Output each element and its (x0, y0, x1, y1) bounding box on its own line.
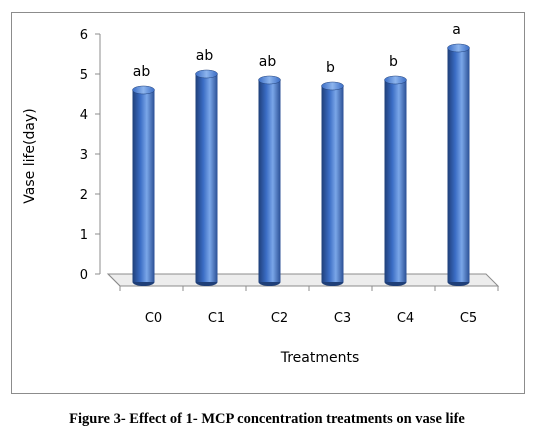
floor-edge (107, 273, 121, 287)
bar-C0 (132, 85, 155, 286)
significance-letter: ab (259, 54, 277, 70)
bar-C2 (258, 75, 281, 286)
y-tick-label: 1 (80, 228, 88, 243)
bar-cap (132, 85, 155, 95)
significance-letter: b (326, 60, 335, 76)
bar-body (447, 48, 470, 282)
y-tick-label: 6 (80, 28, 88, 43)
x-axis-title: Treatments (280, 350, 360, 366)
bar-cap (321, 81, 344, 91)
x-tick-label: C3 (334, 311, 351, 326)
x-tick-label: C1 (208, 311, 225, 326)
bar-body (258, 80, 281, 282)
y-axis-title: Vase life(day) (22, 108, 38, 203)
bar-C1 (195, 69, 218, 286)
significance-letter: b (389, 54, 398, 70)
bar-body (321, 86, 344, 282)
x-tick-label: C4 (397, 311, 414, 326)
significance-letter: ab (196, 48, 214, 64)
significance-letter: a (452, 22, 461, 38)
figure-caption: Figure 3- Effect of 1- MCP concentration… (69, 411, 465, 427)
bar-C3 (321, 81, 344, 286)
bar-cap (447, 43, 470, 53)
y-axis: 0 1 2 3 4 5 6 (80, 28, 101, 283)
significance-letter: ab (133, 64, 151, 80)
bar-cap (258, 75, 281, 85)
y-tick-label: 4 (80, 108, 88, 123)
x-tick-label: C2 (271, 311, 288, 326)
bar-body (132, 90, 155, 282)
x-tick-label: C5 (460, 311, 477, 326)
bar-C5 (447, 43, 470, 286)
bar-cap (195, 69, 218, 79)
y-tick-label: 5 (80, 68, 88, 83)
bars (132, 43, 470, 286)
labels: ab C0 ab C1 ab C2 b C3 b C4 a C5 (133, 22, 477, 326)
bar-chart: 0 1 2 3 4 5 6 ab C0 ab C1 ab C2 b C3 b C4 a C5 Vase life(… (22, 22, 500, 366)
y-tick-label: 3 (80, 148, 88, 163)
y-tick-label: 0 (80, 268, 88, 283)
y-tick-label: 2 (80, 188, 88, 203)
floor-surface (106, 273, 500, 287)
chart-floor (106, 273, 500, 291)
bar-C4 (384, 75, 407, 286)
bar-body (384, 80, 407, 282)
bar-body (195, 74, 218, 282)
bar-cap (384, 75, 407, 85)
x-tick-label: C0 (145, 311, 162, 326)
